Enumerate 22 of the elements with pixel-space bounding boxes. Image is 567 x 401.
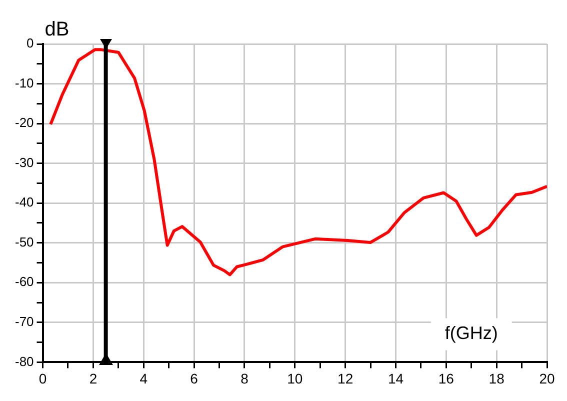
y-tick-label: -50	[14, 234, 34, 250]
x-tick-label: 0	[38, 370, 47, 386]
x-tick-label: 20	[539, 370, 555, 386]
y-axis-title: dB	[44, 18, 70, 41]
x-tick-label: 14	[388, 370, 404, 386]
y-tick-label: -80	[14, 354, 34, 369]
x-tick-label: 12	[338, 370, 354, 386]
x-tick-label: 4	[140, 370, 148, 386]
y-tick-label: -30	[14, 154, 34, 170]
y-tick-label: 0	[26, 36, 34, 51]
x-tick-label: 6	[190, 370, 198, 386]
x-axis-title: f(GHz)	[444, 323, 498, 344]
y-tick-label: -40	[14, 194, 34, 210]
y-tick-label: -10	[14, 75, 34, 90]
x-tick-label: 10	[287, 370, 303, 386]
x-tick-label: 18	[488, 370, 505, 386]
y-tick-label: -60	[14, 274, 34, 290]
x-tick-label: 2	[89, 370, 98, 386]
x-tick-label: 16	[438, 370, 454, 386]
x-tick-label: 8	[240, 370, 249, 386]
y-tick-label: -70	[14, 314, 34, 330]
y-tick-label: -20	[14, 115, 34, 130]
